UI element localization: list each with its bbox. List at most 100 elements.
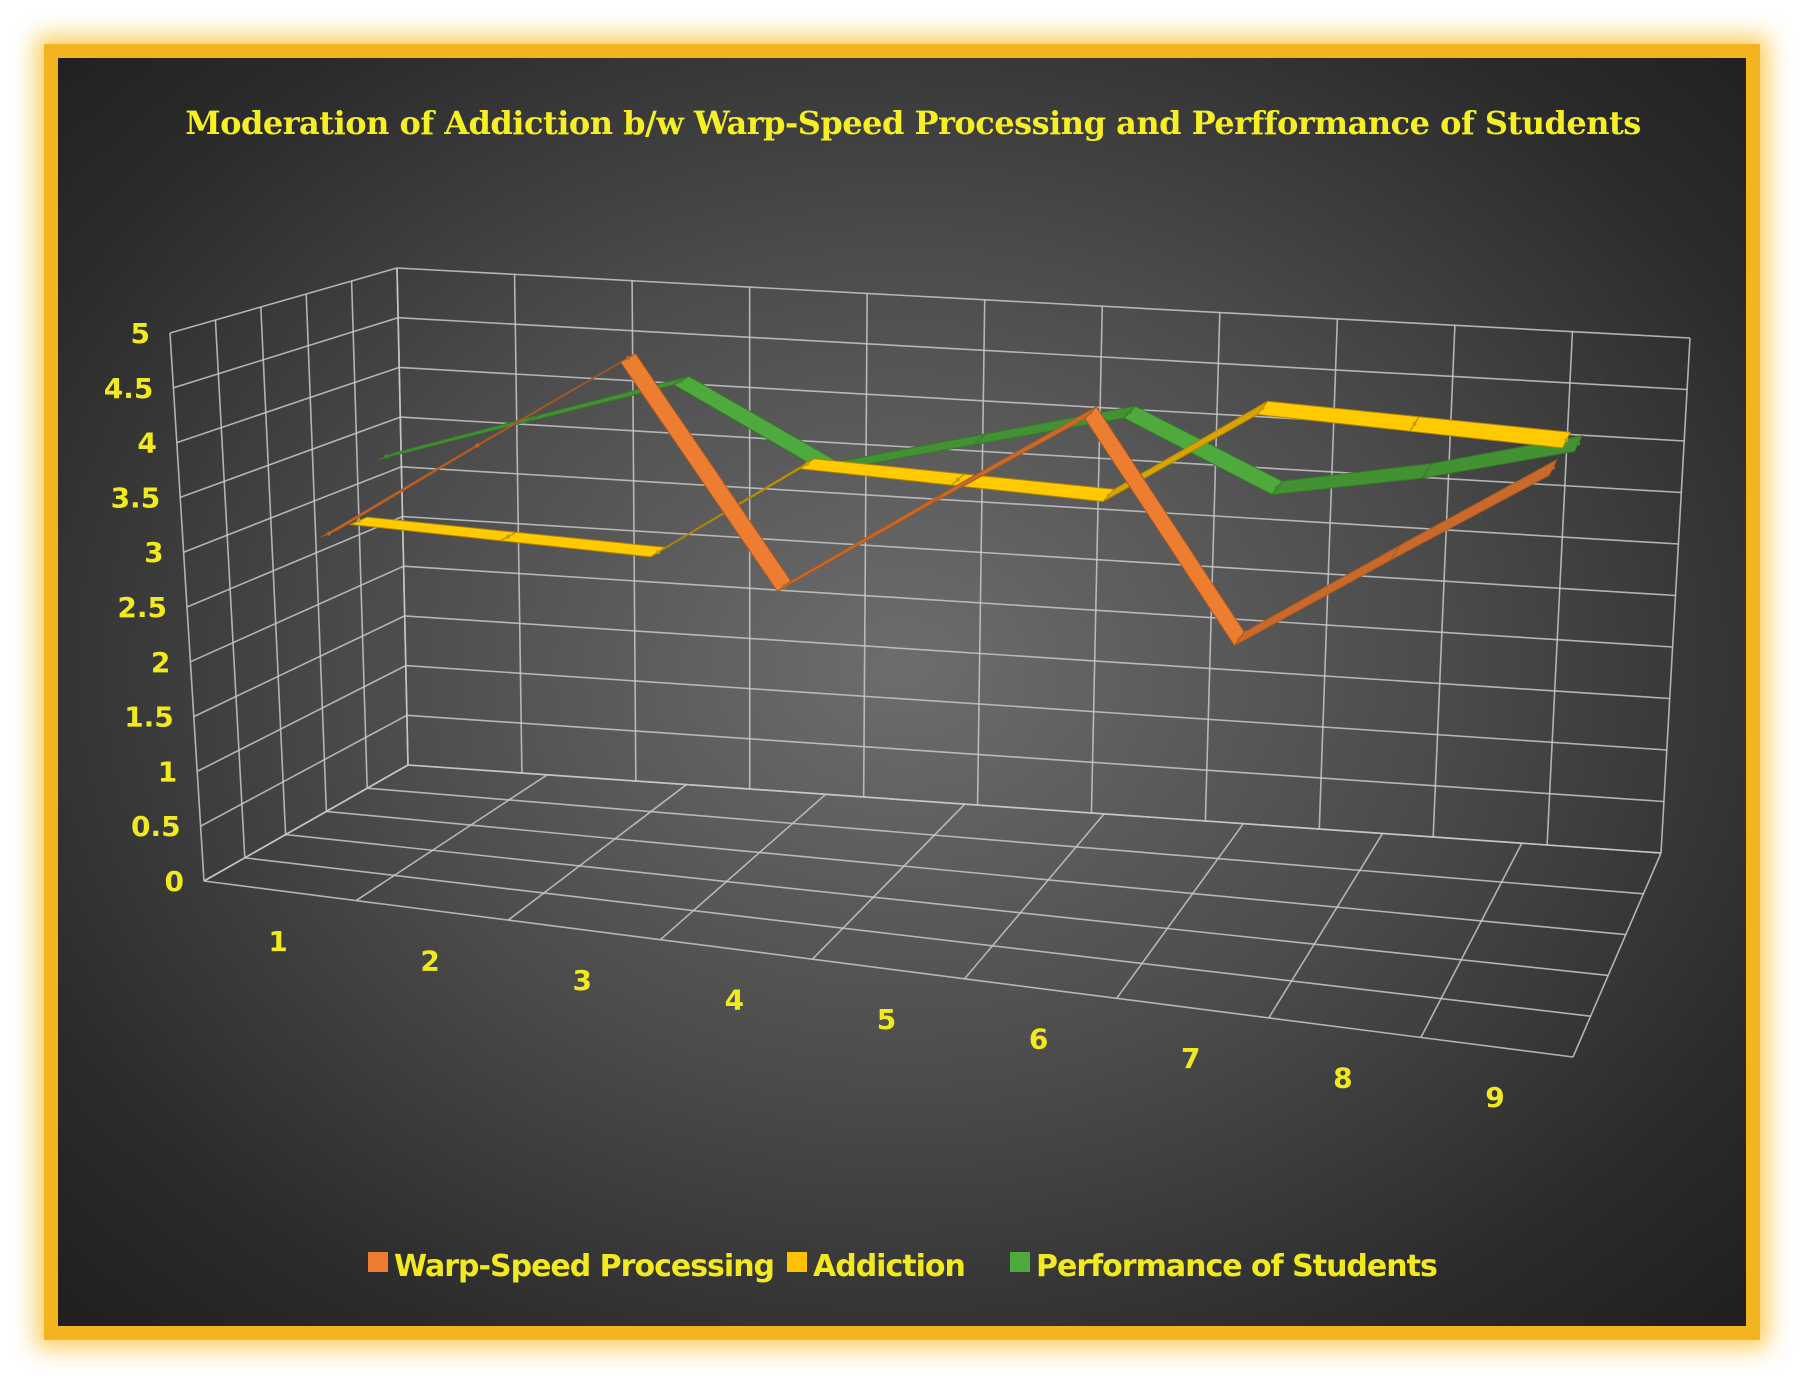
back-wall-gridline xyxy=(403,565,1673,648)
x-tick-label: 8 xyxy=(1333,1062,1352,1095)
floor-gridline xyxy=(1116,823,1244,999)
x-tick-label: 1 xyxy=(268,925,287,958)
data-point xyxy=(1551,465,1556,470)
data-point xyxy=(782,584,787,589)
floor-gridline xyxy=(203,880,1574,1058)
back-wall-gridline xyxy=(1318,318,1339,830)
floor-gridline xyxy=(244,857,1591,1017)
y-axis-ticks: 0 0.5 1 1.5 2 2.5 3 3.5 4 4.5 5 xyxy=(104,317,184,898)
series-segment xyxy=(1084,405,1245,647)
x-tick-label: 6 xyxy=(1029,1023,1048,1056)
y-tick-label: 3 xyxy=(144,536,163,569)
legend: Warp-Speed Processing Addiction Performanc… xyxy=(368,1249,1438,1284)
data-point xyxy=(1576,441,1581,446)
y-tick-label: 4 xyxy=(137,427,156,460)
x-tick-label: 9 xyxy=(1485,1081,1504,1114)
floor-gridline xyxy=(1268,833,1384,1019)
y-tick-label: 0.5 xyxy=(131,810,181,843)
data-point xyxy=(1106,493,1111,498)
back-wall-gridline xyxy=(1204,312,1221,822)
floor-gridline xyxy=(963,813,1105,980)
series-warp-speed-processing xyxy=(320,353,1559,647)
y-tick-label: 4.5 xyxy=(104,372,154,405)
series-segment xyxy=(1271,462,1433,496)
data-point xyxy=(1275,485,1280,490)
legend-label: Warp-Speed Processing xyxy=(394,1249,774,1284)
back-wall-gridline xyxy=(404,615,1670,700)
data-point xyxy=(1564,438,1569,443)
data-point xyxy=(1088,410,1093,415)
data-point xyxy=(977,437,982,442)
side-wall-gridline xyxy=(350,280,368,789)
data-point xyxy=(1393,550,1397,555)
side-wall-gridline xyxy=(179,416,401,499)
y-tick-label: 0 xyxy=(165,865,184,898)
data-point xyxy=(1260,405,1265,410)
back-wall-gridline xyxy=(400,416,1682,494)
side-wall-gridline xyxy=(169,267,398,334)
side-wall-gridline xyxy=(200,714,408,827)
series-segment xyxy=(348,516,518,542)
data-point xyxy=(475,443,480,448)
x-axis-ticks: 1 2 3 4 5 6 7 8 9 xyxy=(268,925,1504,1114)
x-tick-label: 5 xyxy=(877,1003,896,1036)
back-wall-gridline xyxy=(513,274,523,774)
data-point xyxy=(1127,410,1132,414)
side-wall-gridline xyxy=(193,615,406,718)
floor-gridline xyxy=(203,764,409,882)
back-wall-gridline xyxy=(396,267,1691,339)
series-segment xyxy=(1389,458,1559,562)
side-wall-gridline xyxy=(190,565,404,663)
x-tick-label: 7 xyxy=(1181,1042,1200,1075)
y-tick-label: 2.5 xyxy=(117,591,167,624)
side-wall-gridline xyxy=(183,466,402,553)
back-wall-gridline xyxy=(401,466,1679,545)
floor-gridline xyxy=(367,787,1644,895)
chart-title: Moderation of Addiction b/w Warp-Speed P… xyxy=(185,104,1641,142)
y-tick-label: 5 xyxy=(131,317,150,350)
data-point xyxy=(1412,422,1417,426)
series-segment xyxy=(1123,405,1283,496)
series-segment xyxy=(1256,400,1420,432)
side-wall-gridline xyxy=(186,515,403,608)
series-layer xyxy=(320,353,1583,647)
back-wall-gridline xyxy=(862,293,868,798)
series-segment xyxy=(469,353,636,450)
data-point xyxy=(934,497,939,502)
floor-gridline xyxy=(285,833,1609,977)
side-wall-gridline xyxy=(196,664,407,773)
data-point xyxy=(384,454,389,459)
series-segment xyxy=(1233,544,1401,647)
y-tick-label: 2 xyxy=(151,646,170,679)
back-wall-gridline xyxy=(405,664,1667,751)
back-wall-gridline xyxy=(976,299,986,806)
back-wall-gridline xyxy=(398,316,1688,391)
data-point xyxy=(356,518,361,523)
side-wall-gridline xyxy=(214,319,246,858)
floor-gridline xyxy=(355,774,548,902)
grid-layer xyxy=(169,267,1691,1058)
data-point xyxy=(955,477,960,482)
side-wall-gridline xyxy=(173,316,399,389)
side-wall-gridline xyxy=(260,306,287,835)
side-wall-gridline xyxy=(396,267,409,766)
data-point xyxy=(656,550,660,555)
legend-swatch xyxy=(1010,1252,1030,1272)
data-point xyxy=(626,355,631,360)
back-wall-gridline xyxy=(1090,306,1104,814)
back-wall-gridline xyxy=(1432,325,1456,838)
data-point xyxy=(506,534,511,539)
y-tick-label: 1 xyxy=(158,755,177,788)
side-wall-gridline xyxy=(176,366,400,444)
side-wall-gridline xyxy=(305,293,328,812)
floor-gridline xyxy=(326,810,1626,936)
legend-label: Addiction xyxy=(813,1249,965,1284)
legend-label: Performance of Students xyxy=(1036,1249,1437,1284)
data-point xyxy=(679,378,684,383)
back-wall-gridline xyxy=(1546,331,1574,846)
legend-swatch xyxy=(787,1252,807,1272)
data-point xyxy=(327,531,332,536)
y-tick-label: 1.5 xyxy=(124,701,174,734)
legend-swatch xyxy=(368,1252,388,1272)
